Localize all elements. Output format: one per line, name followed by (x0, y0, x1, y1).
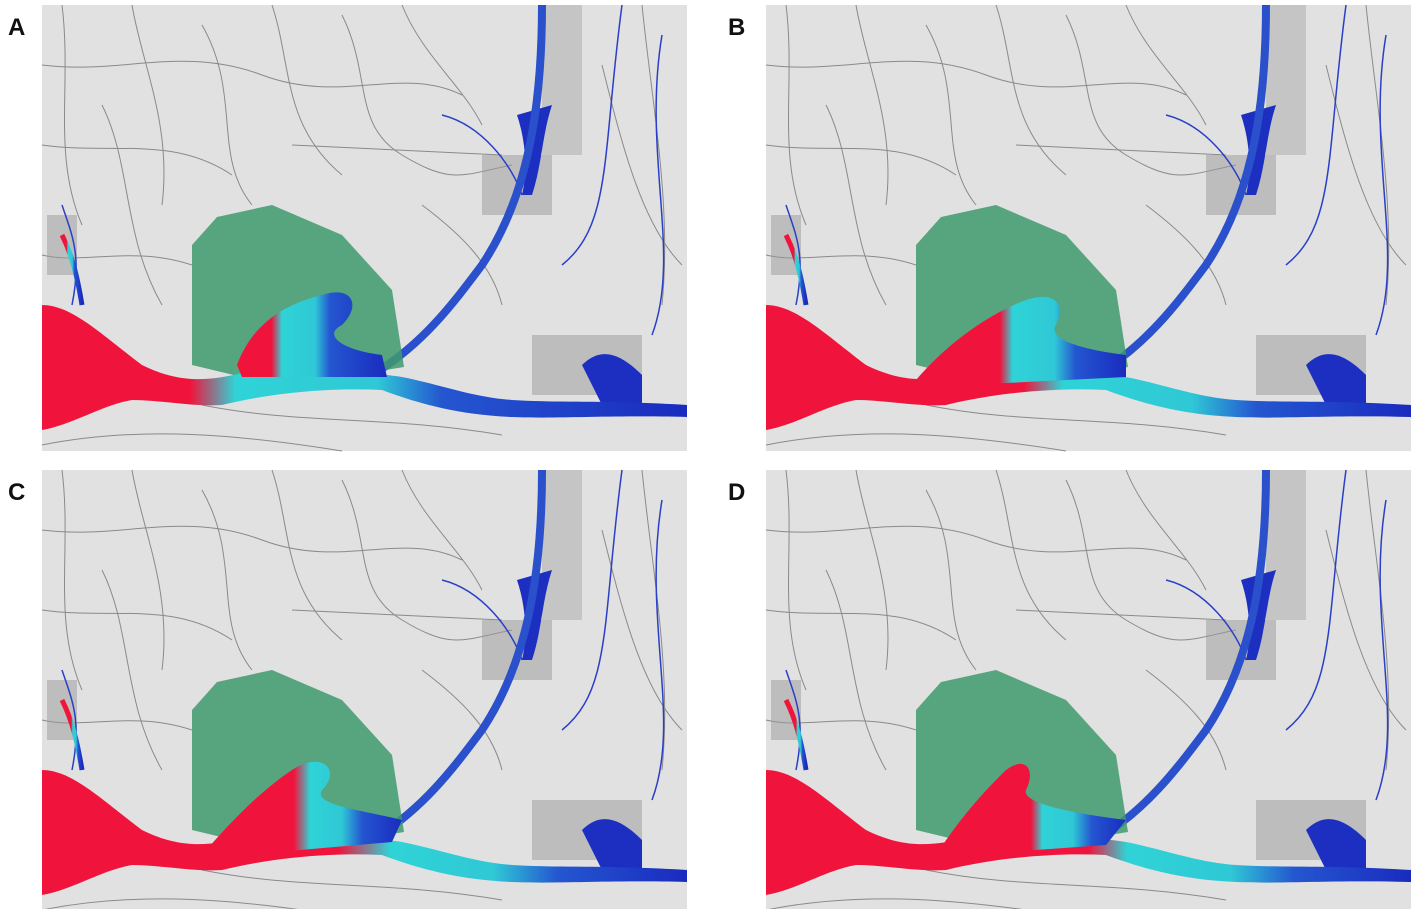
map-panel (766, 470, 1411, 909)
map-panel (42, 5, 687, 451)
panel-label: C (8, 479, 25, 506)
page: {"panels": [{"label": "A"}, {"label": "B… (0, 0, 1413, 909)
panel-label: B (728, 14, 745, 41)
map-panel (42, 470, 687, 909)
panel-label: D (728, 479, 745, 506)
map-panel (766, 5, 1411, 451)
figure: A B C D (0, 0, 1413, 909)
panel-label: A (8, 14, 25, 41)
